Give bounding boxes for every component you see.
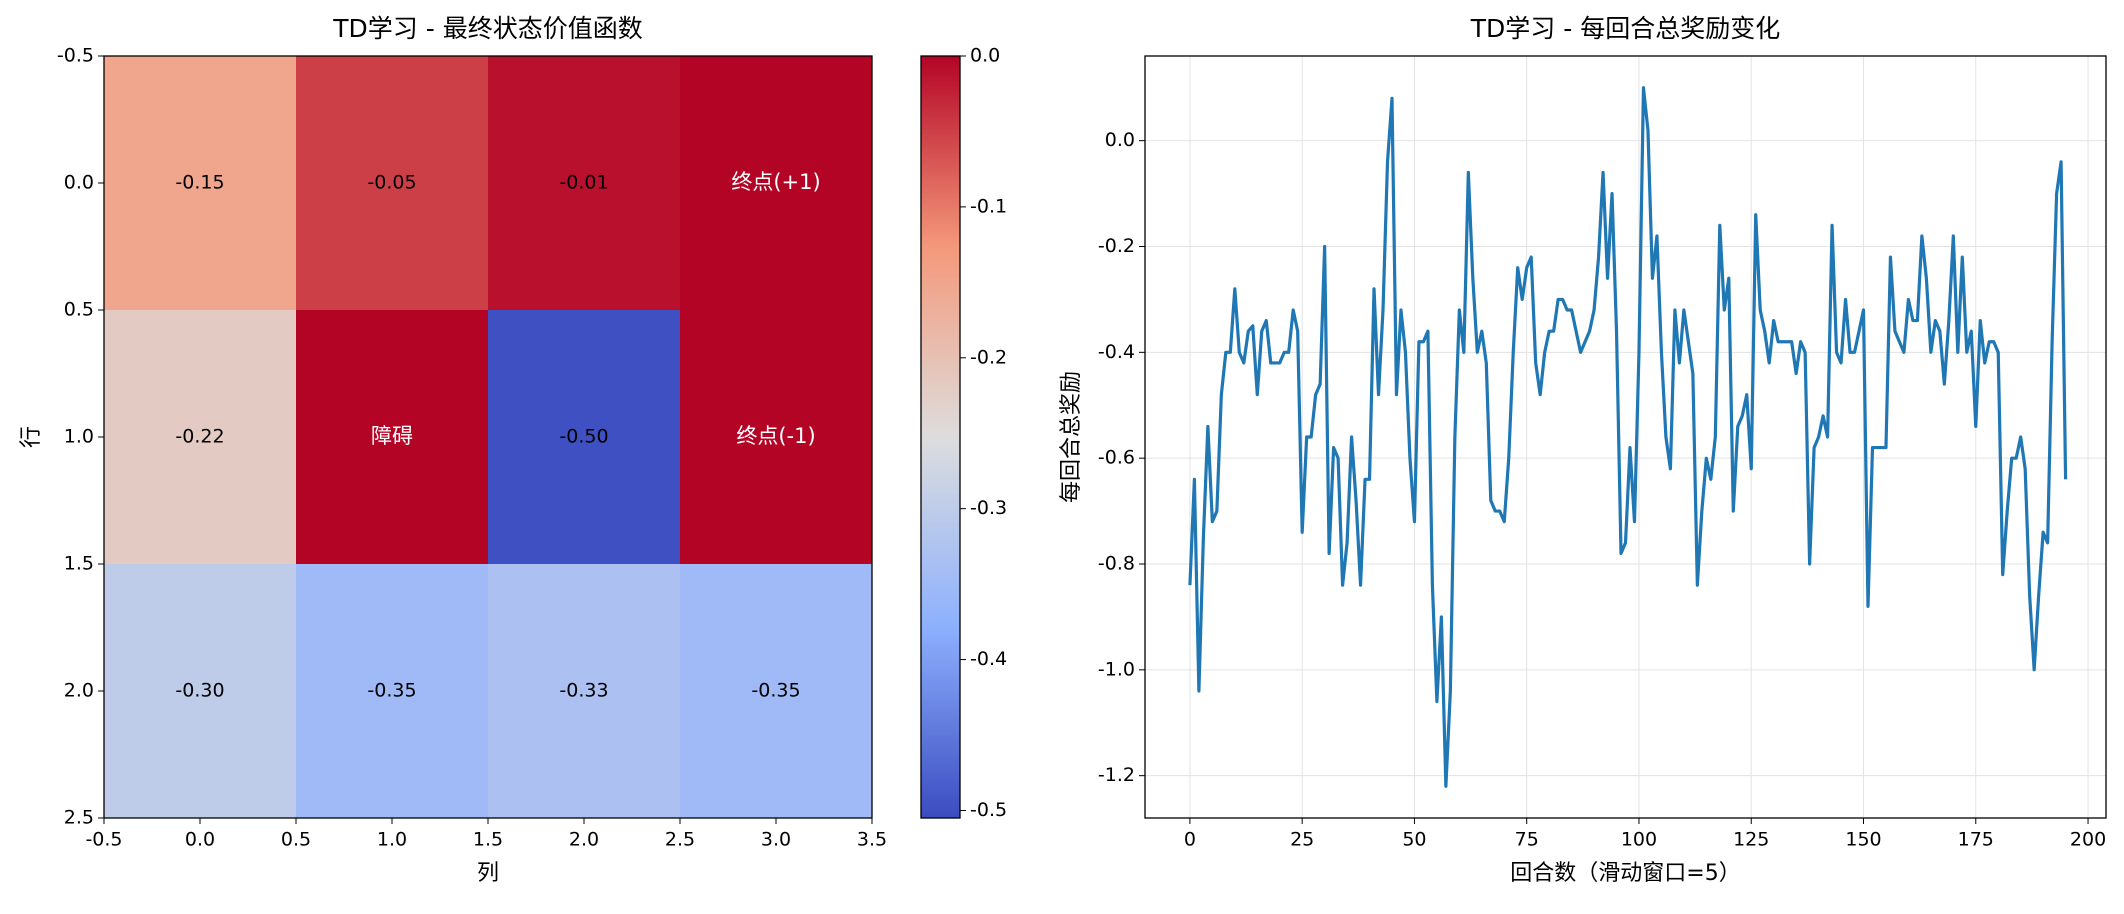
heatmap-cell <box>104 564 296 818</box>
x-tick-label: 1.5 <box>473 829 503 851</box>
y-tick-label: -0.8 <box>1098 553 1135 575</box>
cell-value-label: -0.22 <box>175 426 224 448</box>
axes-frame <box>1144 55 2107 819</box>
cell-value-label: -0.50 <box>559 426 608 448</box>
x-tick-label: 1.0 <box>377 829 407 851</box>
y-axis-label: 行 <box>19 426 44 448</box>
cell-value-label: -0.35 <box>751 680 800 702</box>
y-tick-label: 0.0 <box>1105 129 1135 151</box>
cell-value-label: -0.01 <box>559 172 608 194</box>
cell-value-label: -0.15 <box>175 172 224 194</box>
heatmap-cell <box>488 56 680 310</box>
colorbar-tick-label: -0.5 <box>970 799 1007 821</box>
x-tick-label: 175 <box>1958 829 1994 851</box>
y-tick-label: 2.5 <box>64 807 94 829</box>
y-tick-label: 0.5 <box>64 299 94 321</box>
x-tick-label: 2.5 <box>665 829 695 851</box>
y-tick-label: 1.0 <box>64 426 94 448</box>
x-tick-label: 150 <box>1845 829 1881 851</box>
chart-title: TD学习 - 每回合总奖励变化 <box>1470 14 1780 43</box>
cell-value-label: -0.35 <box>367 680 416 702</box>
line-series <box>1188 86 2068 788</box>
x-tick-label: 0.5 <box>281 829 311 851</box>
x-tick-label: 3.0 <box>761 829 791 851</box>
y-tick-label: -0.6 <box>1098 447 1135 469</box>
y-tick-label: -1.2 <box>1098 764 1135 786</box>
cell-value-label: -0.30 <box>175 680 224 702</box>
colorbar <box>920 55 961 819</box>
x-axis-label: 列 <box>477 861 499 886</box>
heatmap-cell <box>488 564 680 818</box>
cell-annotation: 终点(-1) <box>736 424 815 448</box>
x-tick-label: 25 <box>1290 829 1314 851</box>
x-tick-label: 0 <box>1184 829 1196 851</box>
colorbar-tick-label: 0.0 <box>970 45 1000 67</box>
x-tick-label: 50 <box>1402 829 1426 851</box>
heatmap-cell <box>296 56 488 310</box>
y-tick-label: -0.4 <box>1098 341 1135 363</box>
cell-annotation: 障碍 <box>371 424 413 448</box>
heatmap-cell <box>680 310 872 564</box>
heatmap-cell <box>296 564 488 818</box>
heatmap-cell <box>488 310 680 564</box>
cell-annotation: 终点(+1) <box>731 170 820 194</box>
x-tick-label: 125 <box>1733 829 1769 851</box>
y-tick-label: 2.0 <box>64 680 94 702</box>
x-tick-label: -0.5 <box>85 829 122 851</box>
y-tick-label: 1.5 <box>64 553 94 575</box>
heatmap-cell <box>296 310 488 564</box>
colorbar-tick-label: -0.3 <box>970 497 1007 519</box>
heatmap-cell <box>680 56 872 310</box>
x-tick-label: 200 <box>2070 829 2106 851</box>
x-tick-label: 2.0 <box>569 829 599 851</box>
colorbar-tick-label: -0.4 <box>970 648 1007 670</box>
y-tick-label: 0.0 <box>64 172 94 194</box>
x-axis-label: 回合数（滑动窗口=5） <box>1510 861 1740 886</box>
colorbar-tick-label: -0.1 <box>970 195 1007 217</box>
heatmap-cell <box>104 56 296 310</box>
y-tick-label: -0.5 <box>57 45 94 67</box>
chart-title: TD学习 - 最终状态价值函数 <box>332 14 642 43</box>
heatmap-cell <box>680 564 872 818</box>
x-tick-label: 75 <box>1515 829 1539 851</box>
y-tick-label: -1.0 <box>1098 658 1135 680</box>
y-axis-label: 每回合总奖励 <box>1059 371 1084 503</box>
cell-value-label: -0.33 <box>559 680 608 702</box>
x-tick-label: 100 <box>1621 829 1657 851</box>
heatmap-cell <box>104 310 296 564</box>
x-tick-label: 0.0 <box>185 829 215 851</box>
colorbar-tick-label: -0.2 <box>970 346 1007 368</box>
x-tick-label: 3.5 <box>857 829 887 851</box>
y-tick-label: -0.2 <box>1098 235 1135 257</box>
cell-value-label: -0.05 <box>367 172 416 194</box>
